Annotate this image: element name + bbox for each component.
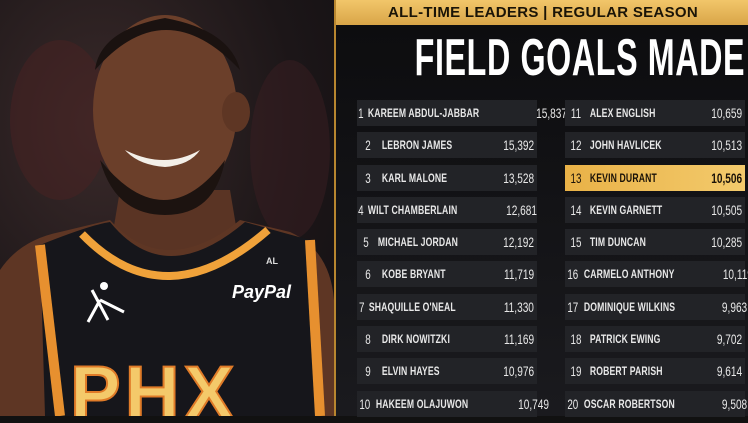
rank-number: 13 <box>570 169 582 186</box>
player-name: KAREEM ABDUL-JABBAR <box>367 106 480 120</box>
page-title: FIELD GOALS MADE <box>414 29 746 87</box>
leaders-list-right: 11 ALEX ENGLISH 10,659 12 JOHN HAVLICEK 10,51… <box>565 100 748 423</box>
field-goals-value: 15,392 <box>503 137 535 154</box>
field-goals-value: 13,528 <box>503 169 535 186</box>
player-name: SHAQUILLE O'NEAL <box>369 299 457 314</box>
leader-row: 5 MICHAEL JORDAN 12,192 <box>357 229 537 256</box>
leader-row: 3 KARL MALONE 13,528 <box>357 164 537 191</box>
field-goals-value: 12,192 <box>503 234 535 251</box>
subtitle-banner: ALL-TIME LEADERS | REGULAR SEASON <box>336 0 748 25</box>
field-goals-value: 10,659 <box>711 105 743 121</box>
leader-row: 19 ROBERT PARISH 9,614 <box>565 358 745 385</box>
leader-row: 18 PATRICK EWING 9,702 <box>565 326 745 353</box>
field-goals-value: 9,963 <box>722 298 748 315</box>
leader-row: 14 KEVIN GARNETT 10,505 <box>565 196 745 223</box>
leader-row: 20 OSCAR ROBERTSON 9,508 <box>565 390 748 417</box>
player-name: ELVIN HAYES <box>381 364 440 379</box>
player-name: OSCAR ROBERTSON <box>583 396 675 411</box>
player-name: KEVIN DURANT <box>589 170 657 185</box>
player-name: KOBE BRYANT <box>381 267 446 282</box>
leader-row: 12 JOHN HAVLICEK 10,513 <box>565 132 745 159</box>
player-name: JOHN HAVLICEK <box>589 138 662 153</box>
field-goals-value: 11,169 <box>504 331 535 348</box>
rank-number: 2 <box>365 137 371 154</box>
leader-row: 10 HAKEEM OLAJUWON 10,749 <box>357 390 549 417</box>
player-name: MICHAEL JORDAN <box>377 235 458 250</box>
leaders-panel: ALL-TIME LEADERS | REGULAR SEASON FIELD … <box>334 0 748 417</box>
jersey-text: PHX <box>69 350 239 416</box>
player-name: KEVIN GARNETT <box>589 202 663 217</box>
rank-number: 10 <box>359 395 371 412</box>
leader-row: 2 LEBRON JAMES 15,392 <box>357 132 537 159</box>
field-goals-value: 10,285 <box>711 234 743 251</box>
leader-row: 16 CARMELO ANTHONY 10,119 <box>565 261 748 288</box>
player-name: KARL MALONE <box>381 170 448 185</box>
leader-row: 4 WILT CHAMBERLAIN 12,681 <box>357 196 538 223</box>
field-goals-value: 10,513 <box>711 137 743 154</box>
rank-number: 15 <box>570 234 582 251</box>
rank-number: 6 <box>365 266 371 283</box>
rank-number: 17 <box>567 298 579 315</box>
rank-number: 3 <box>365 169 371 186</box>
rank-number: 5 <box>363 234 369 251</box>
player-name: PATRICK EWING <box>589 332 661 347</box>
rank-number: 4 <box>358 201 364 218</box>
field-goals-value: 10,749 <box>518 395 549 412</box>
player-illustration <box>0 15 334 416</box>
jersey-patch: AL <box>266 256 278 266</box>
leaders-list-left: 1 KAREEM ABDUL-JABBAR 15,837 2 LEBRON JAMES 1… <box>357 100 567 423</box>
field-goals-value: 11,719 <box>504 266 535 283</box>
jersey-sponsor: PayPal <box>232 282 292 302</box>
leader-row: 8 DIRK NOWITZKI 11,169 <box>357 326 537 353</box>
field-goals-value: 9,614 <box>716 363 743 380</box>
field-goals-value: 10,506 <box>711 169 743 186</box>
field-goals-value: 10,119 <box>723 266 748 283</box>
rank-number: 19 <box>570 363 582 380</box>
leader-row: 6 KOBE BRYANT 11,719 <box>357 261 537 288</box>
leader-row: 15 TIM DUNCAN 10,285 <box>565 229 745 256</box>
rank-number: 20 <box>567 395 579 412</box>
rank-number: 8 <box>365 331 371 348</box>
player-photo: AL PayPal PHX <box>0 0 334 416</box>
field-goals-value: 10,976 <box>503 363 535 380</box>
leader-row: 9 ELVIN HAYES 10,976 <box>357 358 537 385</box>
player-name: CARMELO ANTHONY <box>583 267 675 282</box>
leader-row: 17 DOMINIQUE WILKINS 9,963 <box>565 293 748 320</box>
rank-number: 14 <box>570 201 582 218</box>
player-name: HAKEEM OLAJUWON <box>375 396 468 411</box>
player-name: WILT CHAMBERLAIN <box>367 202 458 217</box>
field-goals-value: 15,837 <box>536 105 568 121</box>
field-goals-value: 11,330 <box>504 298 535 315</box>
leader-row: 7 SHAQUILLE O'NEAL 11,330 <box>357 293 537 320</box>
field-goals-value: 9,702 <box>716 331 743 348</box>
leader-row-highlighted: 13 KEVIN DURANT 10,506 <box>565 164 745 191</box>
player-name: DOMINIQUE WILKINS <box>583 299 675 314</box>
rank-number: 7 <box>359 298 365 315</box>
field-goals-value: 12,681 <box>506 201 538 218</box>
field-goals-value: 9,508 <box>721 395 748 412</box>
rank-number: 16 <box>567 266 579 283</box>
leader-row: 11 ALEX ENGLISH 10,659 <box>565 100 745 126</box>
rank-number: 1 <box>358 105 364 121</box>
rank-number: 11 <box>570 105 582 121</box>
rank-number: 18 <box>570 331 582 348</box>
player-name: ALEX ENGLISH <box>589 106 656 120</box>
rank-number: 9 <box>365 363 371 380</box>
player-name: DIRK NOWITZKI <box>381 332 450 347</box>
player-name: ROBERT PARISH <box>589 364 663 379</box>
player-name: LEBRON JAMES <box>381 138 453 153</box>
rank-number: 12 <box>570 137 582 154</box>
player-name: TIM DUNCAN <box>589 235 647 250</box>
leader-row: 1 KAREEM ABDUL-JABBAR 15,837 <box>357 100 567 126</box>
field-goals-value: 10,505 <box>711 201 743 218</box>
